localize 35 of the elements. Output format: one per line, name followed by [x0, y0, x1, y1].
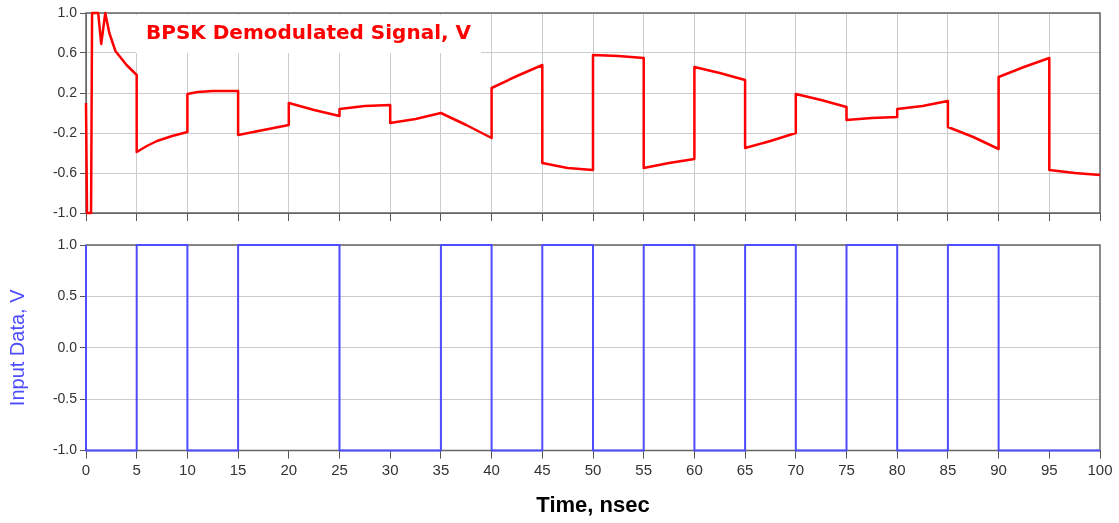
x-tick-label: 25 — [331, 460, 348, 478]
x-tick-label: 85 — [939, 460, 957, 478]
x-tick-label: 40 — [483, 460, 500, 478]
x-tick-label: 60 — [686, 460, 703, 478]
x-tick-label: 100 — [1087, 460, 1113, 478]
y-tick-label: 0.0 — [57, 338, 78, 355]
y-tick-label: 0.6 — [57, 43, 78, 60]
y-tick-label: 0.5 — [57, 287, 78, 304]
chart-title: BPSK Demodulated Signal, V — [146, 20, 472, 45]
x-tick-label: 75 — [838, 460, 855, 478]
y-tick-label: 0.2 — [57, 83, 78, 100]
x-tick-label: 35 — [432, 460, 450, 478]
y-tick-label: -1.0 — [52, 441, 78, 458]
x-tick-label: 5 — [132, 460, 141, 478]
x-tick-label: 10 — [179, 460, 196, 478]
x-tick-label: 65 — [736, 460, 754, 478]
x-tick-label: 95 — [1040, 460, 1058, 478]
x-tick-label: 15 — [229, 460, 247, 478]
x-tick-label: 30 — [381, 460, 399, 478]
y-tick-label: -0.2 — [52, 123, 78, 140]
y-tick-label: -0.5 — [52, 390, 78, 407]
x-tick-label: 90 — [990, 460, 1007, 478]
x-tick-label: 0 — [81, 460, 91, 478]
y-tick-label: -1.0 — [52, 203, 78, 220]
y-tick-label: -0.6 — [52, 163, 78, 180]
x-tick-label: 80 — [888, 460, 906, 478]
y-tick-label: 1.0 — [57, 235, 78, 252]
y-axis-title: Input Data, V — [5, 288, 28, 407]
x-tick-label: 50 — [584, 460, 602, 478]
y-tick-label: 1.0 — [57, 3, 78, 20]
x-tick-label: 20 — [280, 460, 298, 478]
x-tick-label: 55 — [635, 460, 653, 478]
x-tick-label: 70 — [787, 460, 805, 478]
x-axis-title: Time, nsec — [536, 491, 650, 517]
x-tick-label: 45 — [533, 460, 551, 478]
